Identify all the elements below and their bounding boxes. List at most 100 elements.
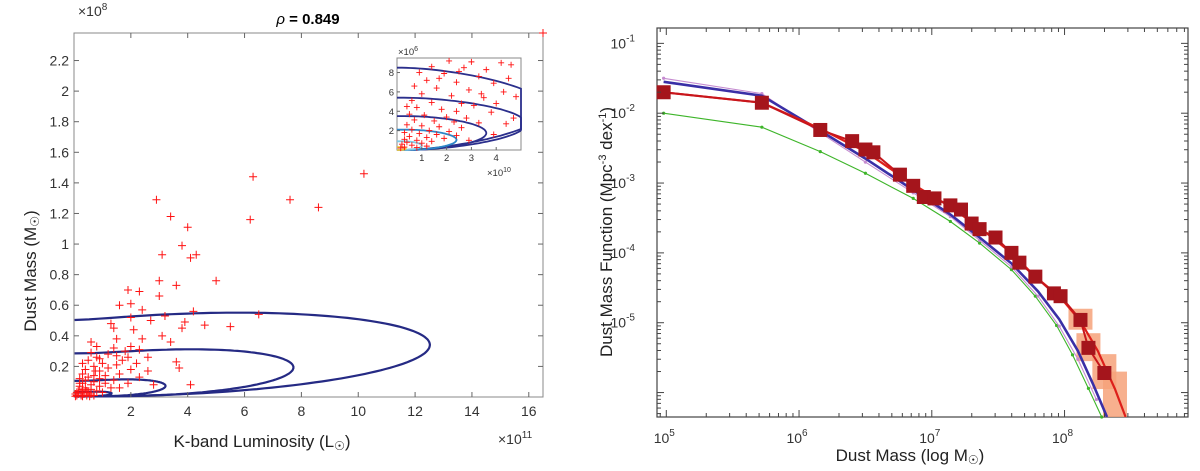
right-y-tick-label: 10-4 xyxy=(611,243,636,261)
left-data-point xyxy=(143,367,152,375)
left-x-label-text: K-band Luminosity (L xyxy=(173,432,334,451)
right-series-marker xyxy=(1057,324,1061,328)
inset-data-point xyxy=(418,90,425,97)
inset-data-point xyxy=(431,117,438,124)
right-data-square xyxy=(858,142,873,157)
left-data-point xyxy=(95,382,104,391)
left-data-point xyxy=(175,363,184,372)
inset-data-point xyxy=(468,58,475,65)
right-y-tick-exp: -4 xyxy=(626,243,635,254)
inset-x-tick-label: 1 xyxy=(419,153,424,164)
inset-data-point xyxy=(490,131,497,138)
left-data-point xyxy=(124,285,133,294)
inset-data-point xyxy=(423,143,430,150)
left-y-tick-label: 0.2 xyxy=(50,358,70,374)
left-y-tick-label: 1.2 xyxy=(50,205,70,221)
left-data-point xyxy=(89,362,98,371)
left-data-point xyxy=(106,319,115,328)
inset-y-tick-label: 8 xyxy=(389,68,394,79)
left-data-point xyxy=(92,342,101,351)
inset-data-point xyxy=(401,129,408,136)
right-series-marker xyxy=(948,219,952,224)
left-data-point xyxy=(166,337,175,346)
right-x-tick-base: 10 xyxy=(1052,430,1068,446)
left-data-point xyxy=(115,301,124,310)
inset-data-point xyxy=(401,144,408,151)
inset-data-point xyxy=(397,145,404,152)
inset-data-point xyxy=(456,68,462,75)
right-y-tick-exp: -5 xyxy=(626,313,635,324)
inset-data-point xyxy=(465,137,472,144)
inset-data-point xyxy=(453,108,460,115)
right-x-tick-exp: 6 xyxy=(802,428,808,439)
left-y-tick-label: 2.2 xyxy=(50,53,70,69)
inset-x-tick-label: 4 xyxy=(494,153,499,164)
inset-y-scale: ×106 xyxy=(398,46,418,58)
right-series-marker xyxy=(977,238,982,242)
inset-x-tick-label: 2 xyxy=(444,153,449,164)
left-data-point xyxy=(104,363,113,372)
left-x-scale: ×1011 xyxy=(498,430,533,447)
inset-data-point xyxy=(453,79,460,86)
left-data-point xyxy=(92,386,101,395)
inset-data-point xyxy=(423,134,430,141)
right-data-square xyxy=(927,191,942,206)
inset-data-point xyxy=(488,109,495,116)
inset-data-point xyxy=(460,64,467,71)
left-data-point xyxy=(189,307,198,316)
right-x-tick-label: 108 xyxy=(1052,428,1074,446)
right-x-tick-label: 107 xyxy=(919,428,941,446)
inset-data-point xyxy=(463,115,470,122)
inset-data-point xyxy=(458,100,465,107)
right-axes-box xyxy=(656,27,1189,418)
right-data-square xyxy=(906,178,921,193)
left-data-point xyxy=(314,203,323,212)
inset-data-point xyxy=(403,103,410,110)
left-x-tick-label: 16 xyxy=(521,403,537,419)
right-series-marker xyxy=(662,76,666,80)
title-rho: ρ xyxy=(275,11,285,28)
right-y-tick-label: 10-2 xyxy=(611,103,636,121)
right-x-tick-base: 10 xyxy=(919,430,935,446)
right-y-tick-label: 10-5 xyxy=(611,313,636,331)
right-series-marker xyxy=(760,92,764,96)
left-data-point xyxy=(126,313,135,322)
left-data-point xyxy=(132,359,141,368)
right-data-line xyxy=(663,91,1106,374)
inset-y-scale-base: ×10 xyxy=(398,47,414,58)
right-data-square xyxy=(1046,286,1061,301)
right-y-label-sup2: -1 xyxy=(597,113,609,123)
right-series-marker xyxy=(662,111,666,115)
left-data-point xyxy=(152,195,161,204)
right-y-label-main: Dust Mass Function (Mpc xyxy=(597,164,616,357)
right-series-marker xyxy=(1100,415,1104,419)
right-error-boxes xyxy=(1068,308,1127,417)
right-y-tick-label: 10-1 xyxy=(611,33,636,51)
right-y-tick-exp: -3 xyxy=(626,173,635,184)
inset-x-scale-exp: 10 xyxy=(503,167,511,174)
left-data-point xyxy=(180,318,189,327)
right-series-marker xyxy=(818,131,822,135)
left-data-point xyxy=(106,383,115,392)
left-data-point xyxy=(95,374,104,383)
right-series-marker xyxy=(863,160,868,164)
inset-data-point xyxy=(408,97,415,104)
inset-y-tick-label: 2 xyxy=(389,126,394,137)
right-series xyxy=(656,76,1127,419)
right-error-box xyxy=(1068,308,1093,330)
left-ticks: 2 4 6 8 10 12 14 160.20.40.60.811.21.41.61.822.… xyxy=(50,33,543,419)
right-series-marker xyxy=(760,125,764,129)
inset-data-point xyxy=(441,135,448,142)
left-y-label: Dust Mass (M☉) xyxy=(21,210,42,331)
inset-data-point xyxy=(413,104,420,111)
left-x-scale-exp: 11 xyxy=(522,430,533,441)
inset-data-point xyxy=(453,132,460,139)
inset-data-point xyxy=(503,120,510,127)
inset-data-point xyxy=(478,90,485,97)
left-data-point xyxy=(91,367,100,375)
right-series-marker xyxy=(911,191,915,195)
left-data-point xyxy=(118,356,127,365)
right-data-square xyxy=(1081,340,1096,355)
inset-data-point xyxy=(480,94,487,101)
